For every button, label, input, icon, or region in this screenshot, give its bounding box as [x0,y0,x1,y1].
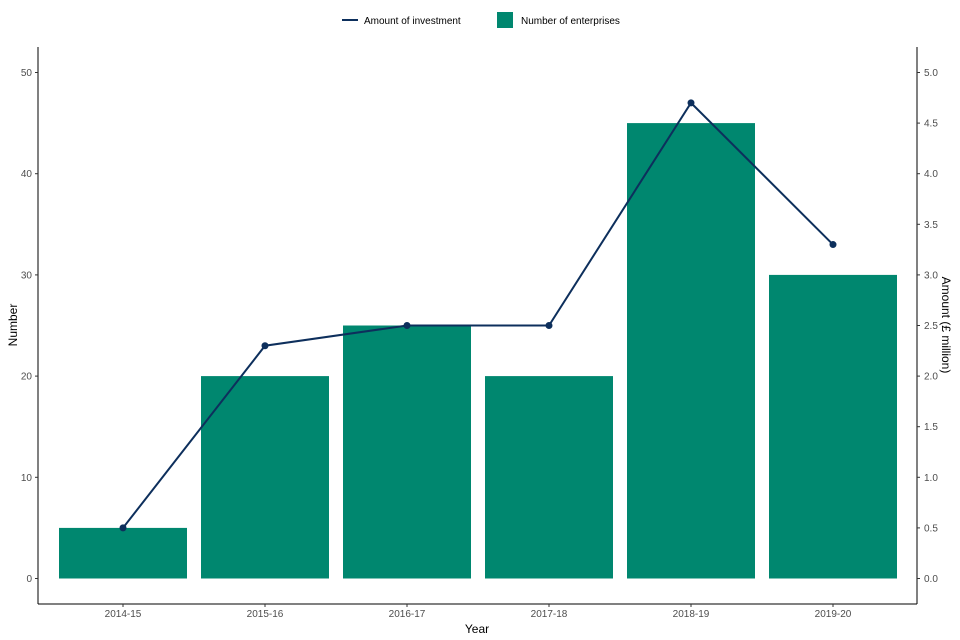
y2-tick-label: 3.0 [924,270,938,281]
y-tick-label: 50 [21,68,33,79]
investment-point-2019-20 [829,241,837,249]
x-tick-label: 2016-17 [389,609,426,620]
bars [59,123,897,579]
y2-tick-label: 1.0 [924,473,938,484]
x-tick-label: 2019-20 [815,609,852,620]
investment-line [122,101,834,529]
legend-line-label: Amount of investment [364,16,461,27]
y-tick-label: 40 [21,169,33,180]
y2-axis-title: Amount (£ million) [939,277,953,374]
y2-tick-label: 2.5 [924,321,938,332]
bar-2014-15 [59,527,187,579]
investment-point-2018-19 [687,99,695,107]
x-tick-label: 2018-19 [673,609,710,620]
y-tick-label: 30 [21,270,33,281]
axes: 0 10 20 30 40 50 0.0 0.5 1.0 1.5 2.0 2.5 3.0 3.5 4.0 4.… [21,47,938,620]
legend-bar-key [497,12,513,28]
y2-tick-label: 1.5 [924,422,938,433]
investment-point-2015-16 [261,342,269,350]
bar-2019-20 [769,274,897,579]
y2-tick-label: 5.0 [924,68,938,79]
x-tick-label: 2014-15 [105,609,142,620]
y2-tick-label: 4.0 [924,169,938,180]
x-tick-label: 2017-18 [531,609,568,620]
y-axis-title: Number [6,304,20,347]
y2-tick-label: 2.0 [924,372,938,383]
y2-tick-label: 4.5 [924,119,938,130]
bar-2015-16 [201,376,329,579]
y2-tick-label: 0.5 [924,523,938,534]
legend-bar-label: Number of enterprises [521,16,620,27]
x-axis-title: Year [465,622,489,636]
bar-2016-17 [343,325,471,579]
y-tick-label: 0 [26,574,32,585]
legend: Amount of investment Number of enterpris… [342,12,620,28]
investment-point-2016-17 [403,322,411,329]
investment-line-layer [119,99,837,532]
bar-2018-19 [627,123,755,579]
y2-tick-label: 0.0 [924,574,938,585]
bar-2017-18 [485,376,613,579]
y2-tick-label: 3.5 [924,220,938,231]
investment-point-2014-15 [119,524,127,532]
y-tick-label: 10 [21,473,33,484]
x-tick-label: 2015-16 [247,609,284,620]
investment-point-2017-18 [545,322,553,329]
y-tick-label: 20 [21,372,33,383]
